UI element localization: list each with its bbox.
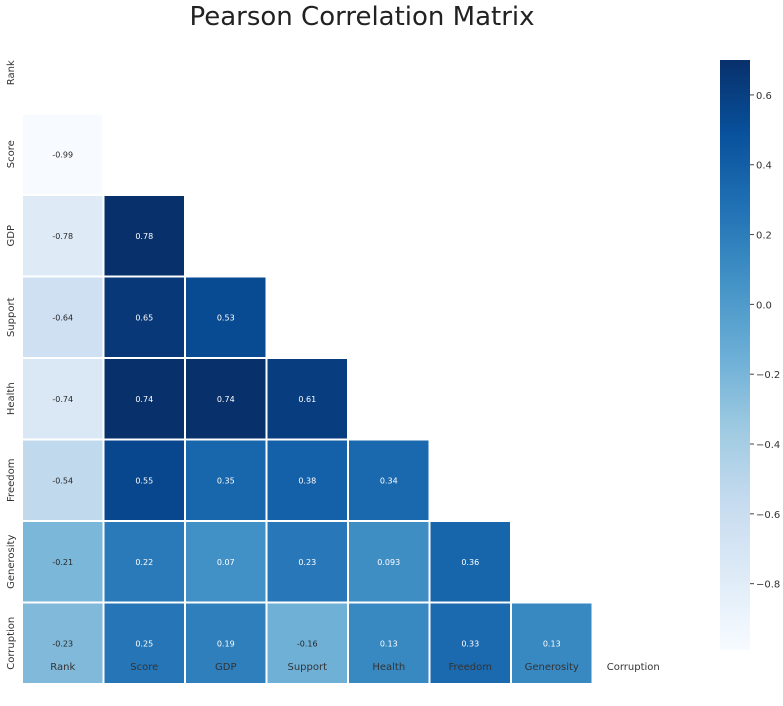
heatmap-cell [428, 520, 512, 604]
cell-value-label: -0.99 [52, 150, 73, 159]
cell-value-label: 0.55 [135, 476, 153, 485]
y-tick-label: Freedom [6, 459, 17, 502]
cell-value-label: 0.53 [217, 313, 235, 322]
colorbar-tick-label: −0.4 [756, 440, 780, 451]
cell-value-label: 0.13 [543, 639, 561, 648]
colorbar-tick-label: 0.2 [756, 231, 772, 242]
cell-value-label: -0.78 [52, 232, 73, 241]
colorbar-tick-label: −0.2 [756, 370, 780, 381]
colorbar-tick-label: −0.8 [756, 580, 780, 591]
cell-value-label: 0.61 [298, 395, 316, 404]
heatmap-cell [21, 112, 105, 196]
heatmap-cell [102, 438, 186, 522]
heatmap-cell [21, 601, 105, 685]
cell-value-label: -0.21 [52, 558, 73, 567]
y-tick-label: Generosity [6, 535, 17, 589]
cell-value-label: 0.093 [377, 558, 400, 567]
cell-value-label: -0.74 [52, 395, 73, 404]
cell-value-label: 0.34 [380, 476, 398, 485]
colorbar-tick-label: 0.4 [756, 161, 772, 172]
heatmap-cell [184, 275, 268, 359]
x-tick-label: Score [130, 662, 158, 673]
y-tick-label: Corruption [6, 617, 17, 670]
y-tick-label: Support [6, 297, 17, 337]
heatmap-cell [347, 520, 431, 604]
heatmap-cell [102, 601, 186, 685]
heatmap-cell [21, 520, 105, 604]
heatmap-cell [102, 520, 186, 604]
colorbar [720, 60, 750, 650]
heatmap-cell [21, 194, 105, 278]
y-tick-label: GDP [6, 225, 17, 246]
cell-value-label: 0.22 [135, 558, 153, 567]
x-tick-label: Freedom [449, 662, 492, 673]
colorbar-ticks: −0.8 −0.6 −0.4 −0.2 0.0 0.2 0.4 0.6 [750, 91, 780, 591]
x-tick-label: Corruption [607, 662, 660, 673]
chart-title: Pearson Correlation Matrix [189, 2, 534, 32]
heatmap-cell [510, 601, 594, 685]
cell-value-label: -0.23 [52, 639, 73, 648]
y-tick-label: Rank [6, 60, 17, 85]
cell-value-label: -0.64 [52, 313, 73, 322]
y-tick-label: Score [6, 140, 17, 168]
cell-value-label: 0.65 [135, 313, 153, 322]
y-tick-labels: Rank Score GDP Support Health Freedom Generosi… [6, 60, 17, 670]
cell-value-label: 0.19 [217, 639, 235, 648]
heatmap-cell [184, 520, 268, 604]
x-tick-label: Rank [50, 662, 75, 673]
colorbar-tick-label: 0.6 [756, 91, 772, 102]
cell-value-label: 0.13 [380, 639, 398, 648]
heatmap-cell [265, 520, 349, 604]
cell-value-label: 0.25 [135, 639, 153, 648]
cell-value-label: 0.35 [217, 476, 235, 485]
cell-value-label: -0.16 [297, 639, 318, 648]
cell-value-label: 0.33 [461, 639, 479, 648]
x-tick-label: Support [287, 662, 327, 673]
heatmap-cell [102, 357, 186, 441]
heatmap-cell [265, 357, 349, 441]
cell-value-label: 0.38 [298, 476, 316, 485]
x-tick-label: Generosity [525, 662, 579, 673]
cell-value-label: 0.23 [298, 558, 316, 567]
colorbar-tick-label: 0.0 [756, 300, 772, 311]
heatmap-cell [428, 601, 512, 685]
cell-value-label: 0.07 [217, 558, 235, 567]
cell-value-label: 0.78 [135, 232, 153, 241]
cell-value-label: 0.74 [217, 395, 235, 404]
cell-value-label: 0.74 [135, 395, 153, 404]
cell-value-label: 0.36 [461, 558, 479, 567]
y-tick-label: Health [6, 382, 17, 415]
heatmap-cell [265, 601, 349, 685]
cell-value-label: -0.54 [52, 476, 73, 485]
colorbar-tick-label: −0.6 [756, 510, 780, 521]
x-tick-labels: Rank Score GDP Support Health Freedom Generosi… [50, 662, 660, 673]
x-tick-label: GDP [215, 662, 236, 673]
heatmap-cell [265, 438, 349, 522]
x-tick-label: Health [372, 662, 405, 673]
heatmap-cells: -0.99 -0.78 0.78 -0.64 0.65 0.53 -0.74 0.74 0.74… [21, 112, 594, 685]
